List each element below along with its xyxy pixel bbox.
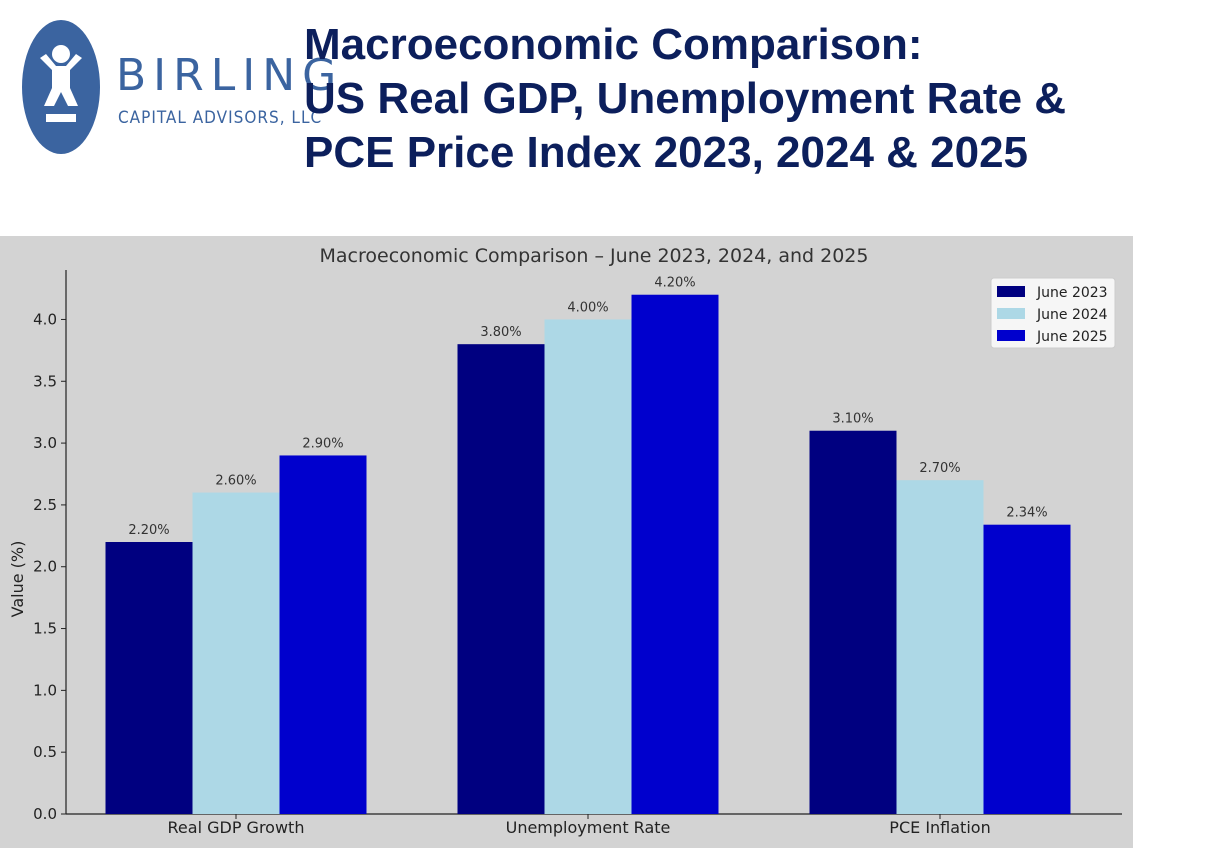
chart-panel: Macroeconomic Comparison – June 2023, 20…: [0, 236, 1133, 848]
legend-entry: June 2024: [1036, 307, 1108, 323]
bar-value-label: 2.60%: [215, 474, 256, 489]
legend-swatch: [997, 330, 1025, 341]
bar-chart: Macroeconomic Comparison – June 2023, 20…: [8, 245, 1122, 837]
x-tick-label: Unemployment Rate: [506, 818, 671, 837]
bar-value-label: 2.20%: [128, 523, 169, 538]
bar: [192, 492, 280, 814]
y-tick-label: 2.5: [33, 496, 57, 514]
brand-name: BIRLING: [116, 50, 344, 101]
bar-value-label: 3.80%: [480, 325, 521, 340]
bar-value-label: 4.00%: [567, 300, 608, 315]
y-tick-label: 0.5: [33, 743, 57, 761]
plot-area: 0.0 0.5 1.0 1.5 2.0 2.5 3.0 3.5 4.0 2.20% 2.60% 2.9…: [33, 270, 1122, 837]
legend-swatch: [997, 286, 1025, 297]
title-line-3: PCE Price Index 2023, 2024 & 2025: [304, 128, 1029, 177]
bar: [105, 542, 193, 814]
bar: [809, 430, 897, 814]
bar-value-label: 2.70%: [919, 461, 960, 476]
legend-swatch: [997, 308, 1025, 319]
y-tick-label: 3.5: [33, 372, 57, 390]
bar: [544, 319, 632, 814]
y-tick-label: 1.0: [33, 681, 57, 699]
bar: [631, 294, 719, 814]
header: BIRLING CAPITAL ADVISORS, LLC Macroecono…: [0, 0, 1224, 230]
logo-figure-icon: [40, 45, 82, 122]
brand-subtitle: CAPITAL ADVISORS, LLC: [118, 108, 323, 128]
x-tick-label: Real GDP Growth: [168, 818, 305, 837]
bar-value-label: 2.90%: [302, 436, 343, 451]
bar: [896, 480, 984, 814]
y-tick-label: 2.0: [33, 558, 57, 576]
legend-entry: June 2025: [1036, 329, 1108, 345]
y-tick-label: 4.0: [33, 310, 57, 328]
bar-value-label: 3.10%: [832, 412, 873, 427]
y-tick-label: 1.5: [33, 620, 57, 638]
legend: June 2023 June 2024 June 2025: [990, 277, 1116, 349]
bar-value-label: 2.34%: [1006, 506, 1047, 521]
title-line-2: US Real GDP, Unemployment Rate &: [304, 74, 1067, 123]
legend-entry: June 2023: [1036, 285, 1108, 301]
bar-value-label: 4.20%: [654, 276, 695, 291]
y-tick-label: 0.0: [33, 805, 57, 823]
page-title: Macroeconomic Comparison: US Real GDP, U…: [304, 18, 1204, 180]
chart-title: Macroeconomic Comparison – June 2023, 20…: [320, 245, 869, 267]
title-line-1: Macroeconomic Comparison:: [304, 20, 923, 69]
y-tick-label: 3.0: [33, 434, 57, 452]
bar: [457, 344, 545, 814]
x-tick-label: PCE Inflation: [889, 818, 990, 837]
y-axis-label: Value (%): [8, 541, 27, 618]
bar: [983, 524, 1071, 814]
bar: [279, 455, 367, 814]
